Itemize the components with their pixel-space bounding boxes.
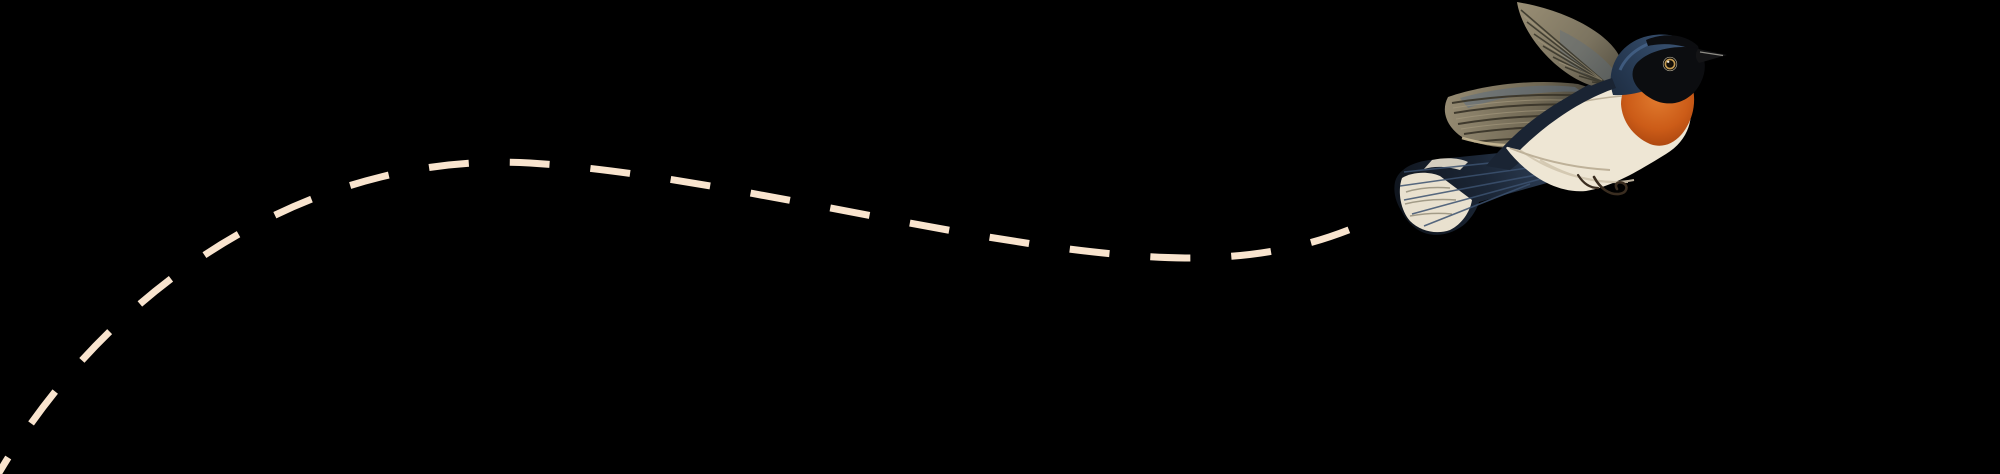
bird-raised-wing-sheen (1560, 30, 1618, 85)
swallow-bird-illustration (1394, 2, 1727, 235)
bird-mask (1632, 46, 1705, 104)
bird-far-wing-sheen (1460, 85, 1582, 108)
bird-eye-glint (1667, 60, 1670, 63)
bird-eye-ring (1664, 58, 1676, 70)
flight-path (0, 158, 1370, 474)
bird-foot-front (1592, 175, 1628, 196)
bird-beak-highlight (1699, 51, 1724, 57)
bird-cap (1646, 35, 1700, 54)
bird-feet (1576, 173, 1628, 196)
bird-tail-white-tips (1399, 172, 1472, 233)
bird-raised-wing (1517, 2, 1622, 89)
bird-foot-back (1576, 173, 1600, 190)
bird-belly-shading (1509, 147, 1635, 184)
bird-eye (1662, 56, 1678, 72)
bird-tail-tip-feather-lines (1404, 186, 1457, 217)
bird-raised-wing-feather-highlights (1523, 15, 1603, 81)
bird-nape (1504, 78, 1616, 150)
